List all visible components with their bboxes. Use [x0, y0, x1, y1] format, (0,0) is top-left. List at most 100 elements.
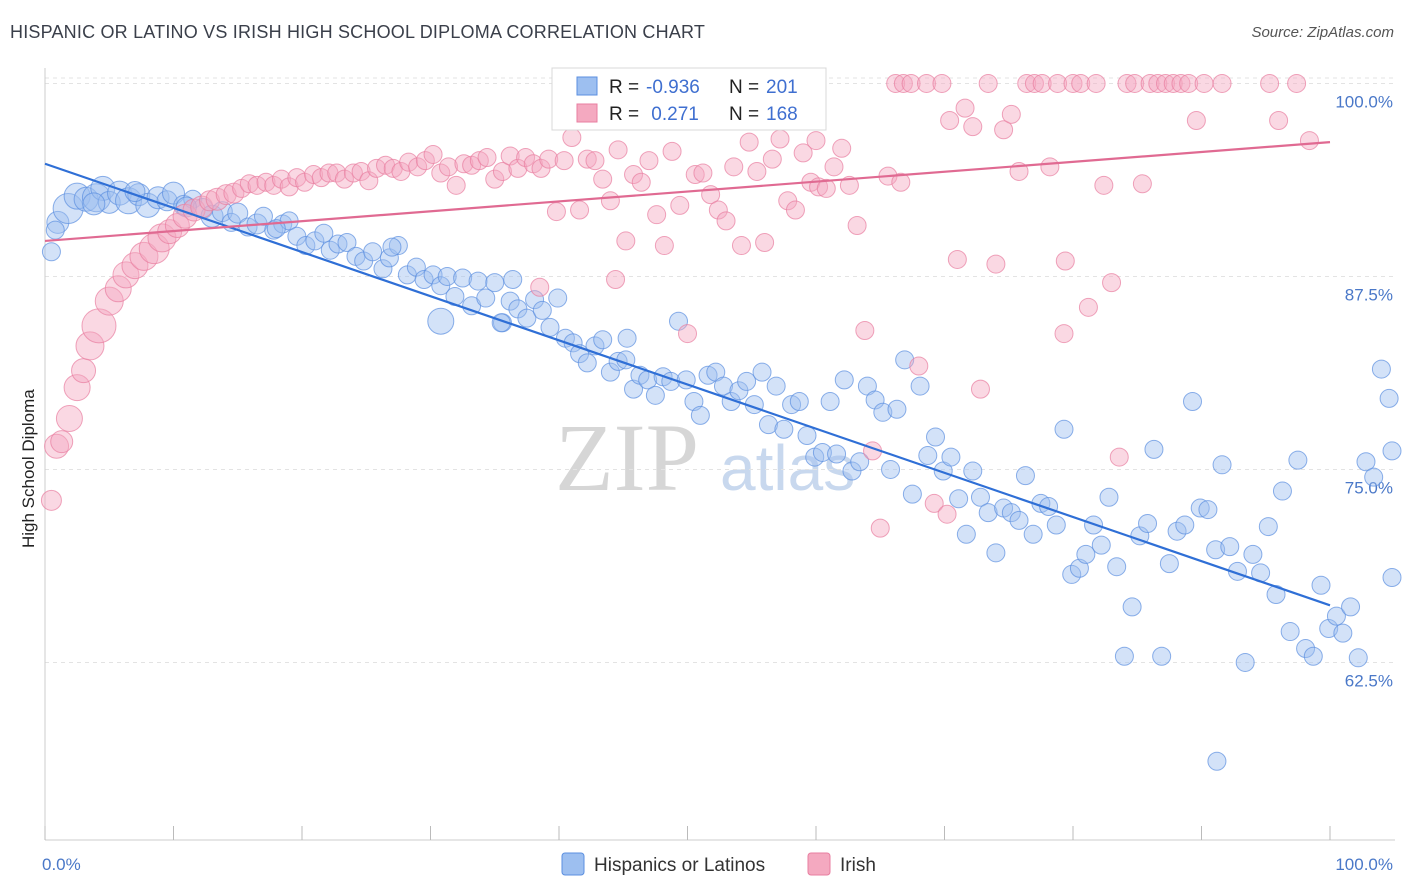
irish-point	[1032, 73, 1052, 93]
irish-point	[530, 277, 550, 297]
hispanic-point	[600, 362, 620, 382]
irish-point	[608, 140, 628, 160]
hispanic-point	[918, 446, 938, 466]
irish-point	[639, 151, 659, 171]
legend-n-value-1: 168	[766, 104, 798, 125]
legend-r-value-1: 0.271	[646, 104, 699, 125]
irish-point	[678, 324, 697, 344]
hispanic-point	[382, 237, 402, 257]
hispanic-point	[797, 425, 817, 445]
irish-point	[75, 331, 105, 361]
irish-point	[924, 493, 944, 513]
bottom-legend-swatch-hispanic	[561, 852, 585, 876]
hispanic-point	[1243, 544, 1263, 564]
hispanic-point	[941, 447, 961, 467]
x-tick-label-max: 100.0%	[1335, 855, 1393, 874]
irish-point	[264, 175, 284, 195]
irish-point	[793, 143, 813, 163]
hispanic-point	[1333, 623, 1353, 643]
hispanic-point	[577, 353, 597, 373]
irish-point	[1063, 73, 1083, 93]
hispanic-point	[1099, 487, 1119, 507]
irish-point	[631, 172, 651, 192]
legend-n-label-1: N =	[729, 104, 759, 125]
hispanic-point	[684, 392, 704, 412]
hispanic-point	[82, 192, 106, 216]
hispanic-point	[1144, 439, 1164, 459]
hispanic-point	[1206, 540, 1226, 560]
irish-point	[438, 157, 458, 177]
hispanic-point	[881, 459, 901, 479]
hispanic-point	[789, 392, 809, 412]
hispanic-point	[698, 365, 718, 385]
hispanic-point	[752, 362, 772, 382]
hispanic-point	[1266, 585, 1286, 605]
irish-point	[1001, 104, 1021, 124]
hispanic-point	[156, 190, 178, 212]
hispanic-point	[1364, 467, 1384, 487]
hispanic-point	[1371, 359, 1391, 379]
irish-point	[539, 149, 559, 169]
hispanic-point	[986, 543, 1006, 563]
bottom-legend: Hispanics or Latinos Irish	[561, 852, 876, 876]
irish-point	[932, 73, 952, 93]
hispanic-point	[296, 236, 316, 256]
irish-point	[832, 138, 852, 158]
hispanic-point	[1356, 452, 1376, 472]
irish-point	[415, 151, 435, 171]
irish-point	[1117, 73, 1137, 93]
hispanic-point	[1379, 388, 1399, 408]
irish-point	[104, 275, 132, 303]
chart-title: HISPANIC OR LATINO VS IRISH HIGH SCHOOL …	[10, 22, 706, 42]
hispanic-point	[926, 427, 946, 447]
hispanic-point	[388, 236, 408, 256]
hispanic-point	[468, 271, 488, 291]
irish-point	[731, 236, 751, 256]
hispanic-point	[1175, 515, 1195, 535]
irish-point	[600, 191, 620, 211]
hispanic-point	[902, 484, 922, 504]
irish-point	[940, 110, 960, 130]
hispanic-point	[1258, 517, 1278, 537]
irish-point	[909, 356, 929, 376]
irish-point	[304, 165, 324, 185]
irish-point	[947, 249, 967, 269]
irish-point	[1024, 73, 1044, 93]
hispanic-point	[320, 240, 340, 260]
irish-point	[256, 172, 276, 192]
irish-point	[399, 152, 419, 172]
hispanic-point	[895, 350, 915, 370]
hispanic-point	[540, 317, 560, 337]
irish-point	[654, 236, 674, 256]
irish-point	[685, 165, 705, 185]
irish-point	[423, 144, 443, 164]
hispanic-point	[1311, 575, 1331, 595]
hispanic-point	[1212, 455, 1232, 475]
y-axis-label: High School Diploma	[19, 389, 38, 548]
irish-point	[585, 151, 605, 171]
y-tick-label: 100.0%	[1335, 92, 1393, 111]
irish-point	[755, 232, 775, 252]
irish-trend-line	[44, 141, 1331, 243]
hispanic-point	[1319, 618, 1339, 638]
trend-lines	[44, 141, 1331, 607]
hispanic-point	[525, 290, 545, 310]
irish-point	[446, 175, 466, 195]
hispanic-point	[1167, 521, 1187, 541]
irish-point	[937, 504, 957, 524]
irish-point	[55, 404, 83, 432]
hispanic-point	[737, 371, 757, 391]
irish-point	[816, 178, 836, 198]
irish-point	[886, 73, 906, 93]
irish-point	[516, 148, 536, 168]
irish-point	[978, 73, 998, 93]
irish-point	[1269, 110, 1289, 130]
hispanic-point	[1009, 510, 1029, 530]
hispanic-point	[690, 405, 710, 425]
irish-point	[327, 163, 347, 183]
irish-point	[1078, 297, 1098, 317]
hispanic-point	[1272, 481, 1292, 501]
watermark-zip: ZIP	[555, 404, 699, 511]
hispanic-point	[1023, 524, 1043, 544]
